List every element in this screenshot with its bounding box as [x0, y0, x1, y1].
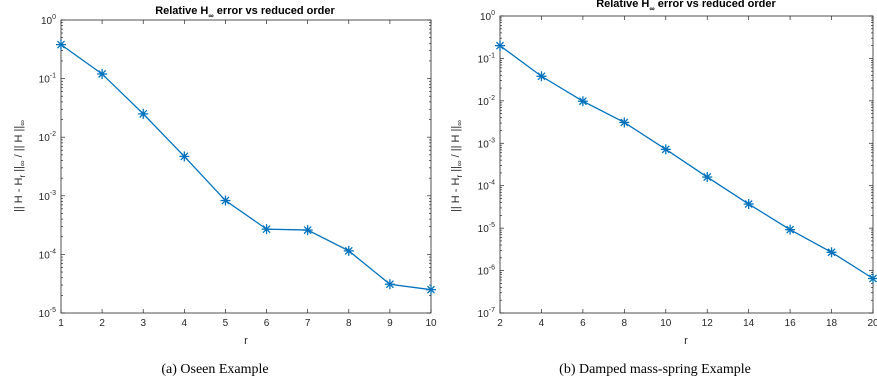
x-tick-label: 8 [622, 318, 628, 329]
y-tick-label: 10-5 [478, 222, 495, 235]
data-point-marker [868, 273, 877, 284]
marker-stroke [427, 285, 435, 294]
y-axis-label: || H - Hr ||∞ / || H ||∞ [13, 120, 27, 212]
x-tick-label: 14 [743, 318, 755, 329]
marker-stroke [180, 152, 189, 161]
marker-stroke [303, 226, 312, 235]
data-point-marker [660, 144, 671, 155]
series-marks [56, 39, 436, 295]
series-marks [495, 40, 877, 284]
marker-stroke [578, 97, 587, 106]
x-tick-label: 4 [539, 318, 545, 329]
x-tick-label: 10 [425, 318, 437, 329]
data-point-marker [826, 247, 837, 258]
x-tick-label: 5 [223, 318, 229, 329]
marker-stroke [827, 248, 836, 257]
x-tick-label: 2 [497, 318, 503, 329]
x-axis-label: r [684, 335, 688, 347]
chart-title: Relative H∞ error vs reduced order [596, 0, 776, 13]
y-tick-label: 10-7 [478, 307, 495, 320]
figure-caption: (b) Damped mass-spring Example [559, 362, 751, 377]
series-line [60, 44, 432, 291]
y-axis-label: || H - Hr ||∞ / || H ||∞ [450, 120, 464, 212]
y-tick-label: 10-4 [39, 248, 56, 261]
data-point-marker [384, 279, 395, 290]
y-tick-label: 10-5 [39, 307, 56, 320]
marker-stroke [344, 246, 353, 255]
chart-panel-oseen: Relative H∞ error vs reduced order 1 2 3 4 5… [13, 5, 437, 377]
data-point-marker [619, 117, 630, 128]
marker-stroke [703, 173, 712, 182]
data-point-marker [426, 284, 436, 295]
y-tick-label: 10-3 [478, 137, 495, 150]
marker-stroke [786, 225, 795, 234]
data-point-marker [785, 224, 796, 235]
x-tick-label: 8 [346, 318, 352, 329]
x-tick-label: 18 [826, 318, 838, 329]
series-line [499, 45, 874, 280]
x-tick-label: 4 [182, 318, 188, 329]
marker-stroke [385, 280, 394, 289]
marker-stroke [537, 72, 546, 81]
y-tick-label: 10-2 [478, 95, 495, 108]
x-tick-label: 12 [702, 318, 714, 329]
marker-stroke [869, 274, 877, 283]
x-tick-label: 10 [660, 318, 672, 329]
x-tick-label: 2 [99, 318, 105, 329]
x-tick-label: 1 [58, 318, 64, 329]
x-tick-label: 9 [387, 318, 393, 329]
marker-stroke [620, 118, 629, 127]
x-tick-label: 7 [305, 318, 311, 329]
y-tick-label: 10-2 [39, 131, 56, 144]
y-tick-label: 10-1 [39, 73, 56, 86]
axis-ticks: 2 4 6 8 10 12 14 16 18 20 10-7 10-6 10-5 10-4 10-3 10-2… [478, 10, 877, 329]
marker-stroke [496, 41, 504, 50]
chart-title: Relative H∞ error vs reduced order [155, 5, 335, 20]
marker-stroke [744, 200, 753, 209]
marker-stroke [98, 69, 107, 78]
data-point-marker [261, 224, 272, 235]
data-point-marker [536, 71, 547, 82]
marker-stroke [262, 225, 271, 234]
x-tick-label: 3 [140, 318, 146, 329]
marker-stroke [661, 145, 670, 154]
x-axis-label: r [244, 335, 248, 347]
data-point-marker [97, 68, 108, 79]
data-point-marker [179, 151, 190, 162]
data-point-marker [702, 172, 713, 183]
y-tick-label: 10-3 [39, 190, 56, 203]
x-tick-label: 20 [867, 318, 877, 329]
y-tick-label: 10-1 [478, 52, 495, 65]
y-tick-label: 10-4 [478, 180, 495, 193]
x-tick-label: 6 [264, 318, 270, 329]
chart-panel-mass-spring: Relative H∞ error vs reduced order 2 4 6 8 1… [450, 0, 877, 377]
data-point-marker [56, 39, 66, 50]
data-point-marker [495, 40, 505, 51]
x-tick-label: 6 [580, 318, 586, 329]
data-point-marker [743, 199, 754, 210]
data-point-marker [220, 195, 231, 206]
marker-stroke [221, 196, 230, 205]
data-point-marker [577, 96, 588, 107]
y-tick-label: 10-6 [478, 265, 495, 278]
y-tick-label: 100 [41, 14, 56, 27]
data-point-marker [302, 225, 313, 236]
marker-stroke [57, 40, 65, 49]
data-point-marker [138, 108, 149, 119]
marker-stroke [139, 109, 148, 118]
plot-frame [60, 19, 432, 314]
plot-frame [499, 15, 874, 314]
data-point-marker [343, 245, 354, 256]
figure-caption: (a) Oseen Example [161, 362, 268, 377]
y-tick-label: 100 [480, 10, 495, 23]
axis-ticks: 1 2 3 4 5 6 7 8 9 10 10-5 10-4 10-3 10-2 10-1 100 [39, 14, 437, 329]
x-tick-label: 16 [785, 318, 797, 329]
